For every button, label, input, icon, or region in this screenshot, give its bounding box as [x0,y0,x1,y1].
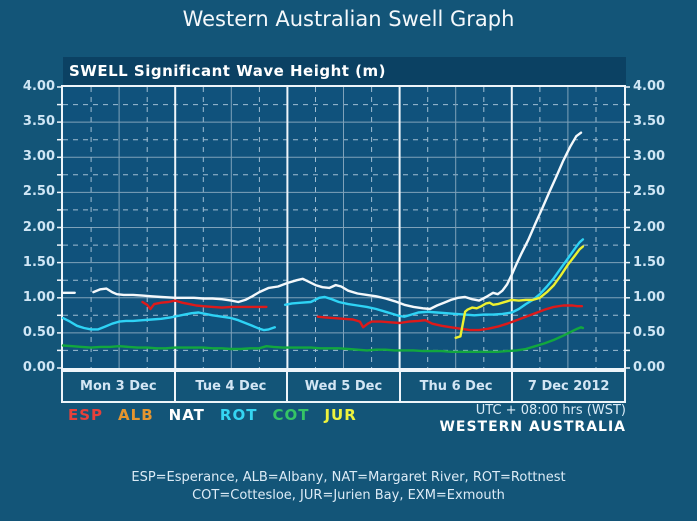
legend-item-alb: ALB [118,406,154,424]
y-tick-label: 1.00 [22,289,55,305]
y-tick-label: 2.50 [22,184,55,200]
chart-legend: ESP ALB NAT ROT COT JUR [68,406,372,424]
swell-chart [57,86,630,369]
page-title: Western Australian Swell Graph [182,7,515,31]
series-line-rot [283,238,585,318]
y-tick-label: 1.50 [22,254,55,270]
series-line-esp [141,299,268,311]
x-axis-date-strip: Mon 3 Dec Tue 4 Dec Wed 5 Dec Thu 6 Dec 7 De… [61,370,626,403]
y-axis-labels-right: 4.00 3.50 3.00 2.50 2.00 1.50 1.00 0.50 0.00 [633,79,693,375]
series-line-rot [61,311,277,332]
legend-item-nat: NAT [168,406,205,424]
y-tick-label: 3.50 [633,114,666,130]
series-line-esp [316,304,584,332]
y-tick-label: 4.00 [633,79,666,94]
y-tick-label: 1.50 [633,254,666,270]
x-axis-day-label: Wed 5 Dec [286,372,399,401]
y-tick-label: 3.00 [633,149,666,165]
swell-plot-area [57,85,630,370]
series-line-nat [92,131,583,311]
y-tick-label: 0.00 [633,360,666,375]
y-tick-label: 4.00 [22,79,55,94]
y-tick-label: 3.50 [22,114,55,130]
y-tick-label: 0.50 [22,324,55,340]
y-tick-label: 2.50 [633,184,666,200]
y-tick-label: 0.50 [633,324,666,340]
timezone-note: UTC + 08:00 hrs (WST) [475,403,626,418]
region-label: WESTERN AUSTRALIA [439,419,626,435]
footer-abbreviations-line1: ESP=Esperance, ALB=Albany, NAT=Margaret … [131,470,566,485]
x-axis-day-label: Tue 4 Dec [173,372,287,401]
series-line-jur [454,245,585,340]
x-axis-day-label: Thu 6 Dec [398,372,512,401]
y-axis-labels-left: 4.00 3.50 3.00 2.50 2.00 1.50 1.00 0.50 0.00 [0,79,55,375]
footer-abbreviations-line2: COT=Cottesloe, JUR=Jurien Bay, EXM=Exmou… [192,488,505,503]
y-tick-label: 0.00 [22,360,55,375]
legend-item-rot: ROT [219,406,258,424]
y-tick-label: 3.00 [22,149,55,165]
chart-title: SWELL Significant Wave Height (m) [69,62,387,80]
y-tick-label: 1.00 [633,289,666,305]
y-tick-label: 2.00 [22,219,55,235]
legend-item-jur: JUR [324,406,357,424]
chart-header-band: SWELL Significant Wave Height (m) [63,57,626,86]
series-line-cot [61,326,585,353]
x-axis-day-label: 7 Dec 2012 [511,372,624,401]
legend-item-cot: COT [272,406,310,424]
x-axis-day-label: Mon 3 Dec [80,379,157,394]
y-tick-label: 2.00 [633,219,666,235]
legend-item-esp: ESP [68,406,104,424]
